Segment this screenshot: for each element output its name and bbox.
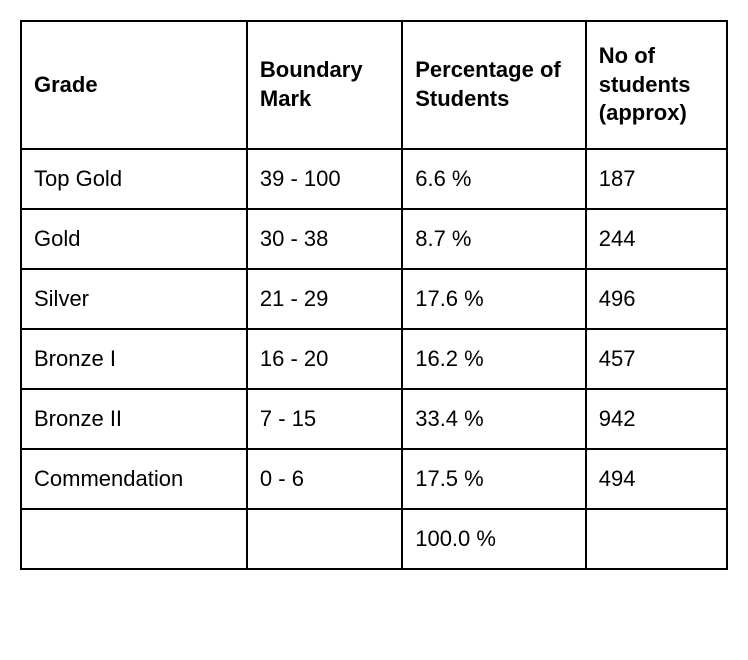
cell-students: 187 [586, 149, 727, 209]
col-header-percentage: Percentage of Students [402, 21, 586, 149]
cell-boundary: 39 - 100 [247, 149, 402, 209]
cell-percentage: 6.6 % [402, 149, 586, 209]
cell-students: 457 [586, 329, 727, 389]
cell-boundary: 0 - 6 [247, 449, 402, 509]
cell-boundary: 30 - 38 [247, 209, 402, 269]
col-header-grade: Grade [21, 21, 247, 149]
table-row: Bronze I 16 - 20 16.2 % 457 [21, 329, 727, 389]
cell-grade: Silver [21, 269, 247, 329]
grade-table: Grade Boundary Mark Percentage of Studen… [20, 20, 728, 570]
cell-grade [21, 509, 247, 569]
col-header-students: No of students (approx) [586, 21, 727, 149]
cell-boundary [247, 509, 402, 569]
cell-students: 494 [586, 449, 727, 509]
cell-grade: Gold [21, 209, 247, 269]
table-row-total: 100.0 % [21, 509, 727, 569]
cell-grade: Bronze II [21, 389, 247, 449]
cell-grade: Bronze I [21, 329, 247, 389]
cell-percentage: 17.5 % [402, 449, 586, 509]
cell-percentage: 100.0 % [402, 509, 586, 569]
cell-grade: Commendation [21, 449, 247, 509]
cell-boundary: 16 - 20 [247, 329, 402, 389]
col-header-boundary: Boundary Mark [247, 21, 402, 149]
cell-grade: Top Gold [21, 149, 247, 209]
cell-percentage: 16.2 % [402, 329, 586, 389]
cell-percentage: 17.6 % [402, 269, 586, 329]
cell-percentage: 8.7 % [402, 209, 586, 269]
cell-students: 942 [586, 389, 727, 449]
cell-boundary: 7 - 15 [247, 389, 402, 449]
table-row: Silver 21 - 29 17.6 % 496 [21, 269, 727, 329]
table-header-row: Grade Boundary Mark Percentage of Studen… [21, 21, 727, 149]
table-row: Commendation 0 - 6 17.5 % 494 [21, 449, 727, 509]
cell-students: 496 [586, 269, 727, 329]
table-row: Bronze II 7 - 15 33.4 % 942 [21, 389, 727, 449]
cell-students [586, 509, 727, 569]
cell-students: 244 [586, 209, 727, 269]
cell-percentage: 33.4 % [402, 389, 586, 449]
cell-boundary: 21 - 29 [247, 269, 402, 329]
table-row: Gold 30 - 38 8.7 % 244 [21, 209, 727, 269]
table-row: Top Gold 39 - 100 6.6 % 187 [21, 149, 727, 209]
